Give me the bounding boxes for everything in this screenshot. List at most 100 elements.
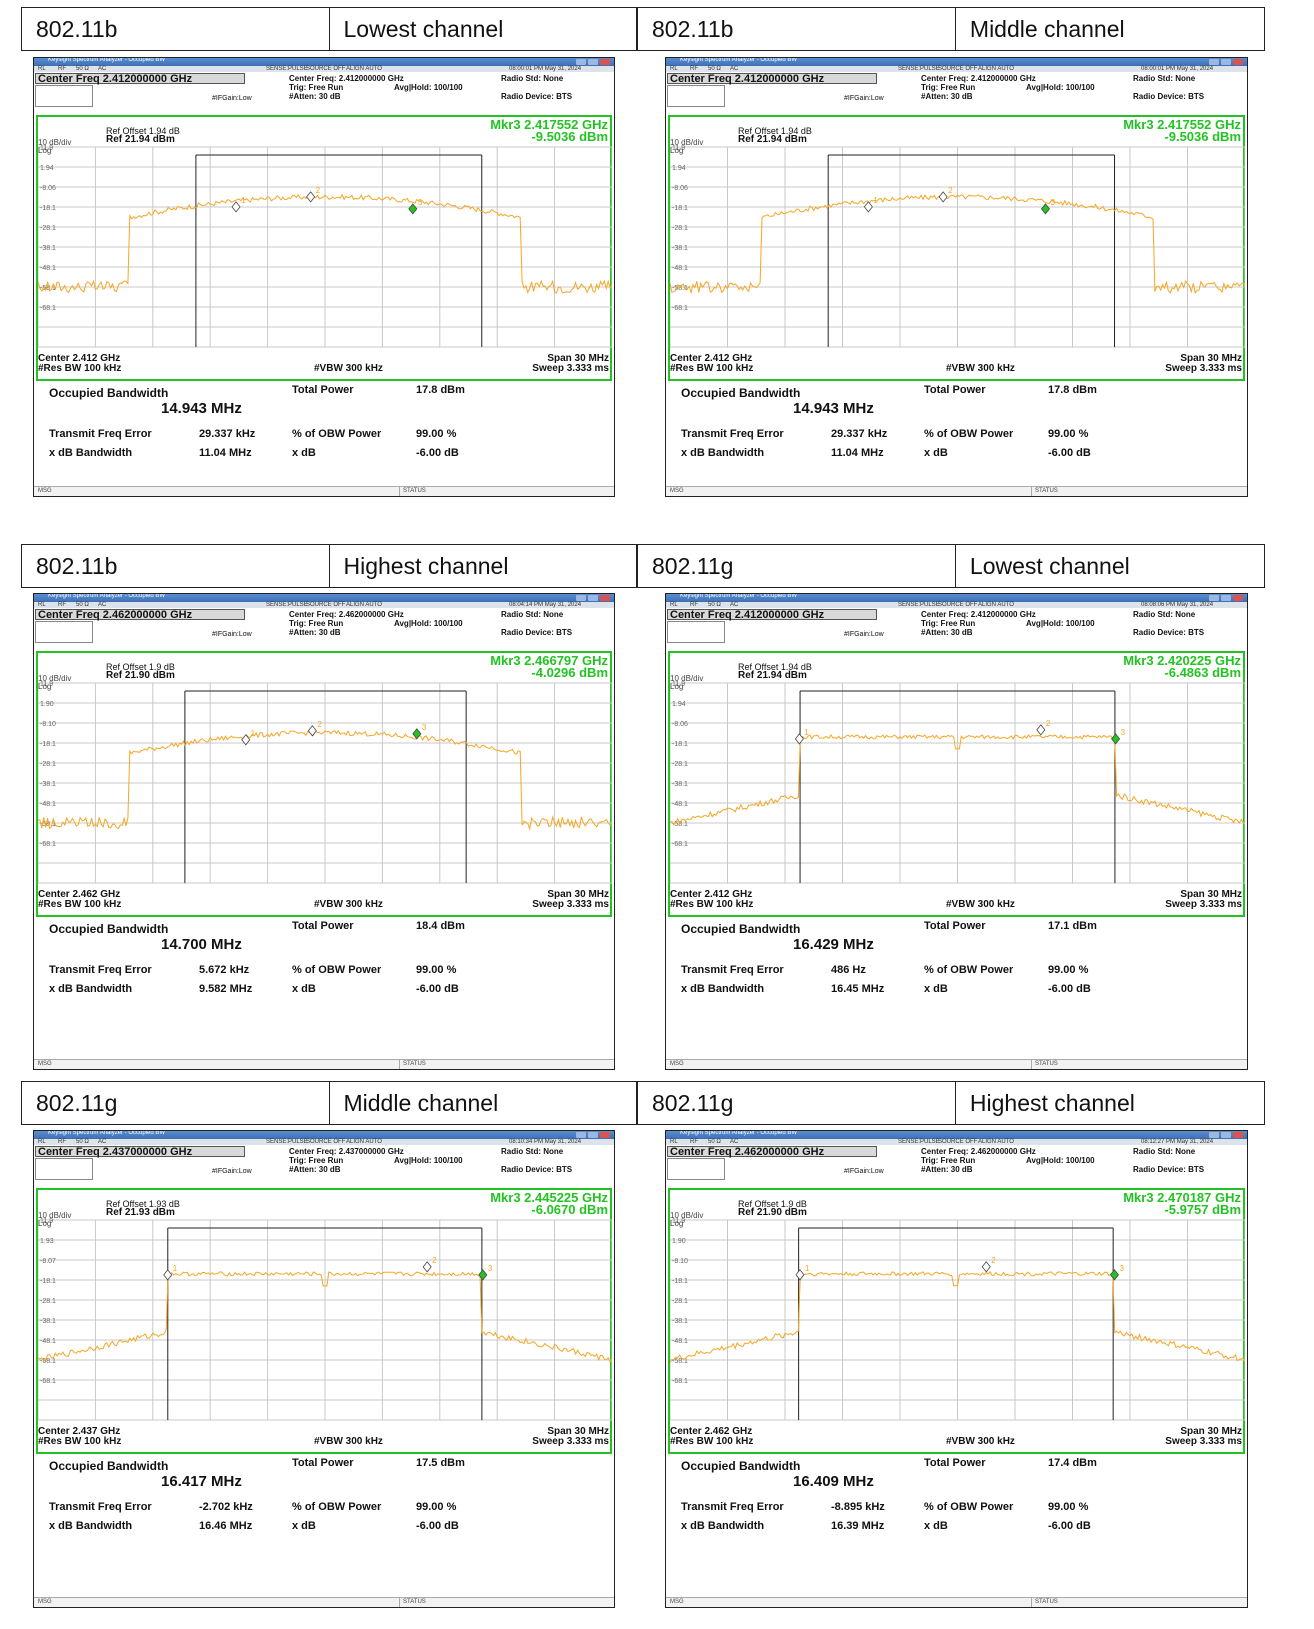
avg-hold-label: Avg|Hold: 100/100 bbox=[394, 1156, 463, 1165]
close-button[interactable] bbox=[1233, 59, 1243, 65]
input-box[interactable] bbox=[667, 1158, 725, 1180]
marker-number: 2 bbox=[1046, 719, 1051, 728]
xdb-bw-value: 11.04 MHz bbox=[199, 447, 252, 459]
minimize-button[interactable] bbox=[576, 595, 586, 601]
close-button[interactable] bbox=[600, 1132, 610, 1138]
ac-label: AC bbox=[98, 66, 107, 72]
minimize-button[interactable] bbox=[576, 1132, 586, 1138]
input-box[interactable] bbox=[667, 621, 725, 643]
close-button[interactable] bbox=[1233, 1132, 1243, 1138]
minimize-button[interactable] bbox=[1209, 595, 1219, 601]
atten-label: #Atten: 30 dB bbox=[289, 92, 341, 101]
center-freq-box[interactable]: Center Freq 2.462000000 GHz bbox=[667, 1146, 877, 1158]
marker-freq-label: Mkr3 2.420225 GHz bbox=[1123, 653, 1241, 668]
marker-level-label: -4.0296 dBm bbox=[531, 665, 608, 680]
close-button[interactable] bbox=[600, 595, 610, 601]
marker-3-icon bbox=[412, 728, 422, 740]
vbw-label: #VBW 300 kHz bbox=[946, 1436, 1015, 1447]
marker-3-icon bbox=[1109, 1269, 1119, 1281]
impedance-label: 50 Ω bbox=[76, 602, 89, 608]
scale-label: 10 dB/div bbox=[670, 674, 704, 683]
ref-level-label: Ref 21.90 dBm bbox=[738, 1207, 807, 1218]
input-box[interactable] bbox=[35, 85, 93, 107]
minimize-button[interactable] bbox=[1209, 59, 1219, 65]
marker-number: 1 bbox=[873, 196, 878, 205]
center-freq-detail: Center Freq: 2.462000000 GHz bbox=[921, 1147, 1036, 1156]
radio-std-label: Radio Std: None bbox=[501, 610, 564, 619]
center-freq-label: Center 2.412 GHz bbox=[38, 353, 121, 364]
ac-label: AC bbox=[98, 1139, 107, 1145]
spectrum-trace bbox=[38, 729, 612, 831]
pct-value: 99.00 % bbox=[1048, 964, 1089, 976]
minimize-button[interactable] bbox=[1209, 1132, 1219, 1138]
y-tick-label: -58.1 bbox=[672, 285, 688, 292]
sense-label: SENSE:PULSE bbox=[898, 602, 940, 608]
radio-std-label: Radio Std: None bbox=[501, 74, 564, 83]
window-controls bbox=[1209, 595, 1243, 601]
center-freq-box[interactable]: Center Freq 2.437000000 GHz bbox=[35, 1146, 245, 1158]
radio-device-label: Radio Device: BTS bbox=[501, 1165, 573, 1174]
spectrum-plot: 11.9 1.94 -8.06 -18.1 -28.1 -38.1 -48.1 -58.1 -6… bbox=[668, 115, 1245, 381]
sense-label: SENSE:PULSE bbox=[266, 66, 308, 72]
center-freq-box[interactable]: Center Freq 2.412000000 GHz bbox=[667, 609, 877, 621]
obw-value: 16.417 MHz bbox=[161, 1473, 242, 1490]
span-label: Span 30 MHz bbox=[547, 353, 609, 364]
restore-button[interactable] bbox=[588, 59, 598, 65]
close-button[interactable] bbox=[1233, 595, 1243, 601]
y-tick-label: -18.1 bbox=[40, 205, 56, 212]
sense-label: SENSE:PULSE bbox=[266, 602, 308, 608]
obw-value: 16.409 MHz bbox=[793, 1473, 874, 1490]
source-label: SOURCE OFF bbox=[938, 66, 978, 72]
atten-label: #Atten: 30 dB bbox=[289, 628, 341, 637]
impedance-label: 50 Ω bbox=[76, 66, 89, 72]
y-tick-label: -68.1 bbox=[672, 1378, 688, 1385]
restore-button[interactable] bbox=[1221, 1132, 1231, 1138]
restore-button[interactable] bbox=[1221, 59, 1231, 65]
standard-label: 802.11g bbox=[22, 1082, 330, 1124]
input-box[interactable] bbox=[35, 1158, 93, 1180]
y-tick-label: -38.1 bbox=[40, 245, 56, 252]
ac-label: AC bbox=[730, 602, 739, 608]
y-tick-label: -28.1 bbox=[672, 225, 688, 232]
xdb-bw-value: 11.04 MHz bbox=[831, 447, 884, 459]
sweep-label: Sweep 3.333 ms bbox=[1165, 899, 1242, 910]
window-title: Keysight Spectrum Analyzer - Occupied BW bbox=[680, 593, 798, 599]
tfe-label: Transmit Freq Error bbox=[681, 428, 784, 440]
spectrum-trace bbox=[38, 193, 612, 294]
y-tick-label: -38.1 bbox=[672, 781, 688, 788]
total-power-label: Total Power bbox=[292, 920, 354, 932]
center-freq-box[interactable]: Center Freq 2.462000000 GHz bbox=[35, 609, 245, 621]
pct-label: % of OBW Power bbox=[292, 964, 382, 976]
y-tick-label: -8.10 bbox=[40, 721, 56, 728]
window-titlebar: Keysight Spectrum Analyzer - Occupied BW bbox=[666, 594, 1247, 602]
total-power-value: 17.8 dBm bbox=[1048, 384, 1097, 396]
panel-header: 802.11g Lowest channel bbox=[637, 544, 1265, 588]
center-freq-label: Center 2.462 GHz bbox=[670, 1426, 753, 1437]
radio-device-label: Radio Device: BTS bbox=[1133, 628, 1205, 637]
timestamp: 08:10:34 PM May 31, 2024 bbox=[509, 1139, 582, 1145]
msg-label: MSG bbox=[670, 488, 684, 494]
tfe-value: 486 Hz bbox=[831, 964, 866, 976]
marker-1-icon bbox=[241, 734, 251, 746]
center-freq-box[interactable]: Center Freq 2.412000000 GHz bbox=[667, 73, 877, 85]
close-button[interactable] bbox=[600, 59, 610, 65]
sense-label: SENSE:PULSE bbox=[266, 1139, 308, 1145]
marker-number: 1 bbox=[804, 728, 809, 737]
minimize-button[interactable] bbox=[576, 59, 586, 65]
status-bar: MSG STATUS bbox=[34, 1597, 614, 1607]
total-power-value: 17.8 dBm bbox=[416, 384, 465, 396]
input-box[interactable] bbox=[667, 85, 725, 107]
marker-freq-label: Mkr3 2.417552 GHz bbox=[1123, 117, 1241, 132]
source-label: SOURCE OFF bbox=[938, 1139, 978, 1145]
xdb-value: -6.00 dB bbox=[1048, 1520, 1091, 1532]
restore-button[interactable] bbox=[1221, 595, 1231, 601]
restore-button[interactable] bbox=[588, 1132, 598, 1138]
marker-level-label: -6.0670 dBm bbox=[531, 1202, 608, 1217]
restore-button[interactable] bbox=[588, 595, 598, 601]
standard-label: 802.11g bbox=[638, 1082, 956, 1124]
panel-header: 802.11b Highest channel bbox=[21, 544, 637, 588]
center-freq-label: Center 2.412 GHz bbox=[670, 353, 753, 364]
tfe-label: Transmit Freq Error bbox=[49, 964, 152, 976]
center-freq-box[interactable]: Center Freq 2.412000000 GHz bbox=[35, 73, 245, 85]
input-box[interactable] bbox=[35, 621, 93, 643]
